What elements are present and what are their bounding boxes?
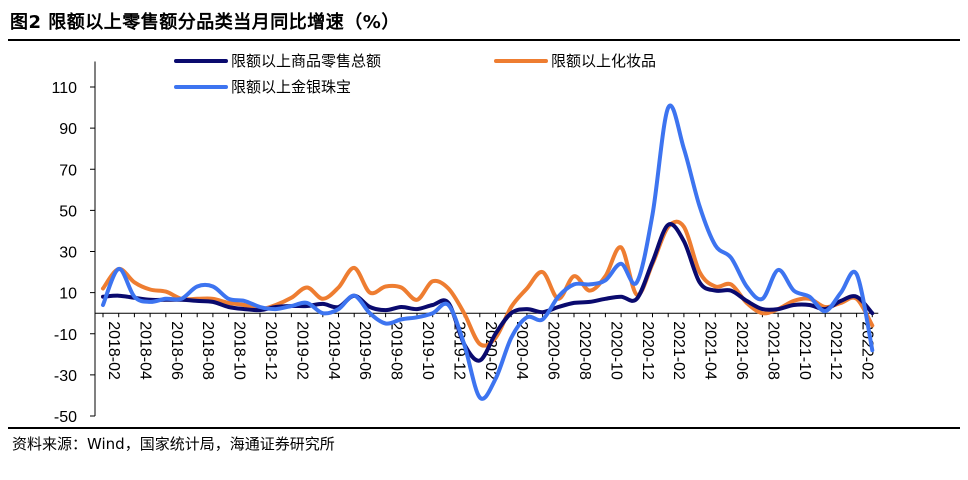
y-tick-label: -10 bbox=[54, 327, 77, 344]
x-tick-label: 2021-12 bbox=[827, 321, 844, 380]
series-line-0 bbox=[101, 222, 875, 363]
x-tick-label: 2018-12 bbox=[262, 321, 279, 380]
x-tick-label: 2019-10 bbox=[419, 321, 436, 380]
x-tick-label: 2021-08 bbox=[764, 321, 781, 380]
y-tick-label: 10 bbox=[59, 286, 77, 303]
x-tick-label: 2020-04 bbox=[513, 321, 530, 380]
legend-label-2: 限额以上金银珠宝 bbox=[231, 78, 351, 96]
x-tick-label: 2018-10 bbox=[231, 321, 248, 380]
x-tick-label: 2020-08 bbox=[576, 321, 593, 380]
x-tick-label: 2019-02 bbox=[293, 321, 310, 380]
y-tick-label: -50 bbox=[54, 409, 77, 426]
x-tick-label: 2021-06 bbox=[733, 321, 750, 380]
x-tick-label: 2020-10 bbox=[607, 321, 624, 380]
x-tick-label: 2021-10 bbox=[796, 321, 813, 380]
y-tick-label: 110 bbox=[51, 80, 77, 97]
x-tick-label: 2018-02 bbox=[105, 321, 122, 380]
line-chart: 110 90 70 50 30 10 -10 -30 -50 2018-02 2018-04 2018… bbox=[51, 52, 879, 426]
legend-label-1: 限额以上化妆品 bbox=[551, 52, 656, 70]
x-tick-label: 2021-04 bbox=[702, 321, 719, 380]
chart-axes: 110 90 70 50 30 10 -10 -30 -50 2018-02 2018-04 2018… bbox=[51, 61, 879, 426]
x-tick-label: 2019-04 bbox=[325, 321, 342, 380]
series-layer bbox=[101, 103, 875, 401]
top-rule bbox=[8, 39, 960, 41]
y-tick-label: 90 bbox=[59, 121, 77, 138]
x-tick-label: 2018-04 bbox=[136, 321, 153, 380]
x-tick-label: 2019-08 bbox=[388, 321, 405, 380]
source-note: 资料来源：Wind，国家统计局，海通证券研究所 bbox=[12, 435, 335, 453]
figure-title: 图2 限额以上零售额分品类当月同比增速（%） bbox=[10, 12, 400, 33]
x-tick-label: 2020-06 bbox=[545, 321, 562, 380]
x-tick-label: 2021-02 bbox=[670, 321, 687, 380]
y-tick-label: 30 bbox=[59, 245, 77, 262]
y-tick-label: 50 bbox=[59, 203, 77, 220]
series-line-2 bbox=[101, 103, 875, 401]
x-tick-label: 2020-12 bbox=[639, 321, 656, 380]
bottom-rule bbox=[8, 427, 960, 429]
x-tick-label: 2018-06 bbox=[168, 321, 185, 380]
x-tick-label: 2019-06 bbox=[356, 321, 373, 380]
legend-label-0: 限额以上商品零售总额 bbox=[231, 52, 381, 70]
y-tick-label: -30 bbox=[54, 368, 77, 385]
x-tick-label: 2018-08 bbox=[199, 321, 216, 380]
y-tick-label: 70 bbox=[59, 162, 77, 179]
